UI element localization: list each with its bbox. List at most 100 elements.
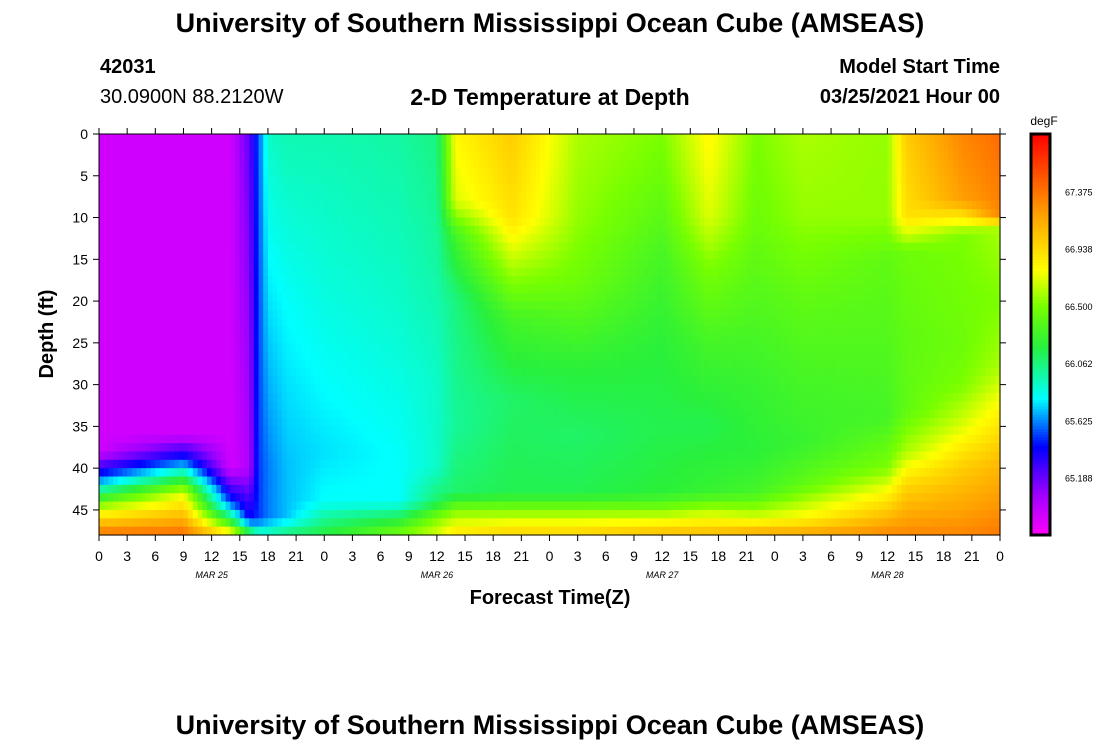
heatmap-cell (418, 200, 424, 210)
heatmap-cell (380, 167, 386, 177)
heatmap-cell (460, 392, 466, 402)
heatmap-cell (446, 392, 452, 402)
heatmap-cell (357, 426, 363, 436)
heatmap-cell (568, 225, 574, 235)
heatmap-cell (441, 476, 447, 486)
heatmap-cell (572, 526, 579, 536)
heatmap-cell (164, 384, 170, 394)
heatmap-cell (174, 175, 180, 185)
heatmap-cell (469, 384, 476, 394)
heatmap-cell (450, 468, 457, 478)
heatmap-cell (263, 150, 269, 160)
heatmap-cell (540, 468, 546, 478)
heatmap-cell (460, 434, 466, 444)
heatmap-cell (408, 250, 415, 260)
heatmap-cell (282, 175, 288, 185)
heatmap-cell (357, 234, 363, 244)
heatmap-cell (155, 259, 161, 269)
heatmap-cell (164, 234, 170, 244)
heatmap-cell (516, 409, 522, 419)
heatmap-cell (460, 326, 466, 336)
heatmap-cell (450, 443, 457, 453)
heatmap-cell (366, 209, 372, 219)
heatmap-cell (408, 200, 415, 210)
heatmap-cell (230, 409, 236, 419)
heatmap-cell (554, 392, 560, 402)
heatmap-cell (155, 284, 161, 294)
heatmap-cell (127, 367, 133, 377)
heatmap-cell (127, 384, 133, 394)
heatmap-cell (164, 518, 170, 528)
heatmap-cell (385, 401, 391, 411)
heatmap-cell (103, 242, 109, 252)
heatmap-cell (197, 443, 203, 453)
heatmap-cell (291, 250, 297, 260)
heatmap-cell (432, 392, 438, 402)
heatmap-cell (127, 334, 133, 344)
heatmap-cell (258, 518, 264, 528)
heatmap-cell (211, 309, 217, 319)
heatmap-cell (272, 518, 278, 528)
heatmap-cell (160, 242, 166, 252)
heatmap-cell (394, 443, 400, 453)
heatmap-cell (352, 209, 358, 219)
heatmap-cell (413, 367, 419, 377)
heatmap-cell (549, 342, 555, 352)
heatmap-cell (502, 142, 508, 152)
heatmap-cell (497, 418, 504, 427)
heatmap-cell (300, 351, 307, 361)
heatmap-cell (216, 518, 222, 528)
heatmap-cell (300, 142, 307, 152)
heatmap-cell (258, 150, 264, 160)
heatmap-cell (99, 484, 105, 494)
heatmap-cell (469, 234, 476, 244)
heatmap-cell (347, 418, 353, 427)
heatmap-cell (103, 409, 109, 419)
heatmap-cell (563, 184, 569, 194)
heatmap-cell (122, 409, 128, 419)
heatmap-cell (465, 401, 471, 411)
heatmap-cell (131, 342, 138, 352)
heatmap-cell (577, 443, 583, 453)
heatmap-cell (206, 367, 213, 377)
heatmap-cell (371, 317, 377, 327)
heatmap-cell (544, 276, 551, 285)
heatmap-cell (272, 484, 278, 494)
heatmap-cell (347, 317, 353, 327)
heatmap-cell (427, 493, 433, 503)
heatmap-cell (507, 259, 513, 269)
heatmap-cell (479, 217, 485, 227)
heatmap-cell (399, 292, 405, 302)
heatmap-cell (432, 459, 438, 469)
heatmap-cell (413, 392, 419, 402)
heatmap-cell (103, 451, 109, 461)
heatmap-cell (272, 367, 278, 377)
heatmap-cell (314, 392, 321, 402)
heatmap-cell (235, 150, 241, 160)
heatmap-cell (385, 150, 391, 160)
heatmap-cell (436, 309, 443, 319)
heatmap-cell (352, 250, 358, 260)
heatmap-cell (432, 484, 438, 494)
heatmap-cell (549, 326, 555, 336)
heatmap-cell (577, 242, 583, 252)
heatmap-cell (530, 317, 537, 327)
heatmap-cell (244, 250, 250, 260)
heatmap-cell (296, 301, 302, 311)
heatmap-cell (117, 451, 124, 461)
heatmap-cell (305, 309, 311, 319)
heatmap-cell (314, 200, 321, 210)
heatmap-cell (535, 217, 541, 227)
heatmap-cell (202, 526, 208, 536)
heatmap-cell (404, 501, 410, 511)
heatmap-cell (389, 284, 396, 294)
heatmap-cell (314, 292, 321, 302)
heatmap-cell (310, 217, 316, 227)
heatmap-cell (197, 334, 203, 344)
heatmap-cell (380, 200, 386, 210)
heatmap-cell (249, 175, 255, 185)
heatmap-cell (282, 501, 288, 511)
heatmap-cell (291, 451, 297, 461)
heatmap-cell (141, 184, 147, 194)
heatmap-cell (446, 175, 452, 185)
